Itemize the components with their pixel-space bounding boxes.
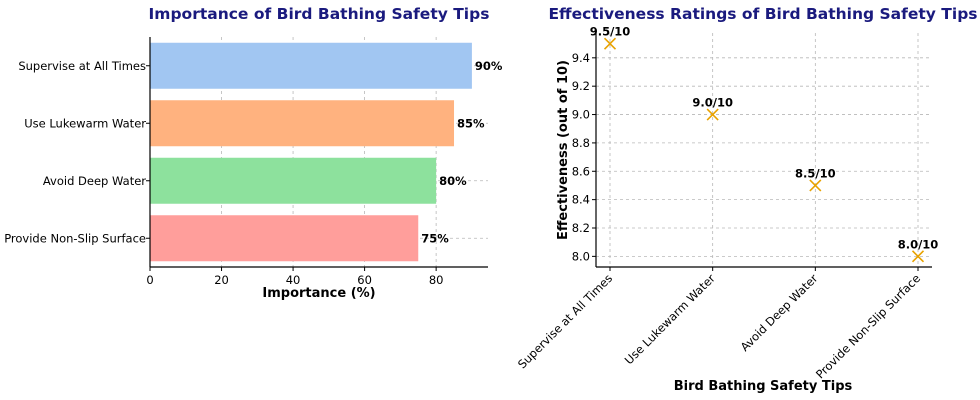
chart1-title: Importance of Bird Bathing Safety Tips [149,5,490,23]
chart1-x-tick-label: 60 [357,273,372,287]
bar-1 [150,42,472,89]
chart1-x-tick-label: 20 [214,273,229,287]
point-4 [911,250,925,263]
chart2-grid [596,33,932,267]
chart1-x-axis-label: Importance (%) [262,286,375,301]
chart1-value-label: 85% [457,116,485,130]
chart2-y-tick-label: 8.8 [572,136,590,150]
chart1-value-label: 75% [421,231,449,245]
point-1 [603,37,617,50]
chart2-value-label: 8.0/10 [898,237,939,251]
chart2-x-tick-label: Avoid Deep Water [738,271,821,354]
chart2-x-axis-label: Bird Bathing Safety Tips [674,379,853,394]
chart2-title: Effectiveness Ratings of Bird Bathing Sa… [548,5,977,23]
chart2-y-axis-label: Effectiveness (out of 10) [556,60,571,240]
chart2-value-label: 9.5/10 [590,25,631,39]
point-3 [809,179,822,192]
point-marker-stroke [911,250,925,263]
bar-4 [150,215,419,262]
point-marker-stroke [603,37,617,50]
chart2-y-tick-label: 9.2 [572,79,590,93]
bar-3 [150,157,437,204]
chart2-value-labels: 9.5/10 9.0/10 8.5/10 8.0/10 [590,25,939,252]
point-2 [706,108,719,121]
chart1-value-label: 80% [439,174,467,188]
chart1-x-ticks: 0 20 40 60 80 [146,267,443,287]
point-marker-stroke [706,108,719,121]
chart1-x-tick-label: 80 [429,273,444,287]
chart2-value-label: 8.5/10 [795,166,836,180]
point-marker-stroke [809,179,822,192]
chart2-y-tick-label: 8.0 [572,249,590,263]
chart1-x-tick-label: 0 [146,273,153,287]
chart1-category-label: Provide Non-Slip Surface [4,231,146,245]
chart1-category-label: Use Lukewarm Water [24,116,146,130]
chart1-value-label: 90% [475,59,503,73]
effectiveness-scatter-chart: Effectiveness Ratings of Bird Bathing Sa… [515,5,978,394]
chart1-category-label: Supervise at All Times [18,59,146,73]
importance-bar-chart: Importance of Bird Bathing Safety Tips S… [4,5,503,301]
chart2-y-tick-label: 8.4 [572,193,590,207]
chart1-bars [150,42,472,262]
chart1-value-labels: 90% 85% 80% 75% [421,59,503,246]
chart2-x-tick-label: Provide Non-Slip Surface [813,271,923,381]
chart2-value-label: 9.0/10 [692,96,733,110]
chart2-x-tick-label: Use Lukewarm Water [622,271,718,367]
chart2-y-tick-label: 9.0 [572,108,590,122]
chart1-category-labels: Supervise at All Times Use Lukewarm Water… [4,59,150,245]
chart2-y-tick-label: 9.4 [572,51,590,65]
chart1-category-label: Avoid Deep Water [43,174,146,188]
chart2-y-tick-label: 8.2 [572,221,590,235]
chart2-y-tick-label: 8.6 [572,164,590,178]
chart1-x-tick-label: 40 [286,273,301,287]
bar-2 [150,100,455,147]
chart2-y-ticks: 8.0 8.2 8.4 8.6 8.8 9.0 9.2 9.4 [572,51,596,263]
chart2-points [603,37,925,263]
chart2-x-tick-label: Supervise at All Times [515,271,615,371]
chart2-x-ticks: Supervise at All Times Use Lukewarm Water… [515,267,923,381]
